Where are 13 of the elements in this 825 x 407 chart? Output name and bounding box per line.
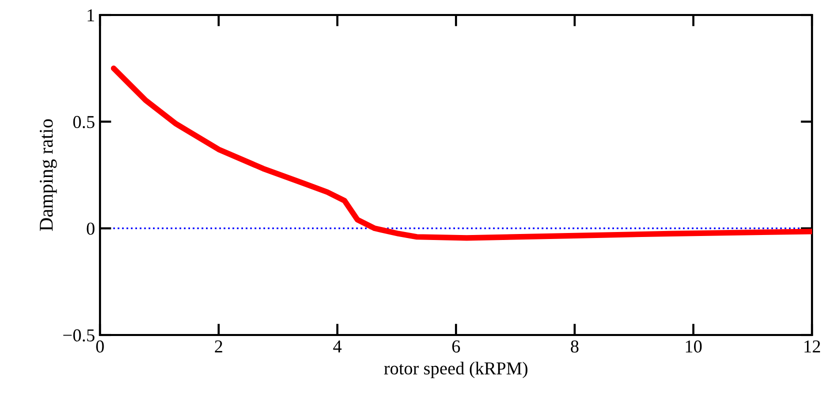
y-tick-label: 0.5 <box>73 116 94 128</box>
x-tick-label: 0 <box>96 340 104 353</box>
x-tick-label: 10 <box>686 340 702 353</box>
y-tick-label: −0.5 <box>63 329 94 342</box>
y-tick-label: 0 <box>86 222 94 235</box>
x-tick-label: 12 <box>804 340 820 352</box>
x-tick-label: 8 <box>570 340 578 353</box>
x-tick-label: 4 <box>333 340 342 352</box>
y-axis-title: Damping ratio <box>40 119 57 231</box>
x-axis-title: rotor speed (kRPM) <box>384 362 528 378</box>
y-tick-label: 1 <box>88 9 94 22</box>
x-tick-label: 6 <box>452 340 460 353</box>
x-tick-label: 2 <box>214 340 222 352</box>
